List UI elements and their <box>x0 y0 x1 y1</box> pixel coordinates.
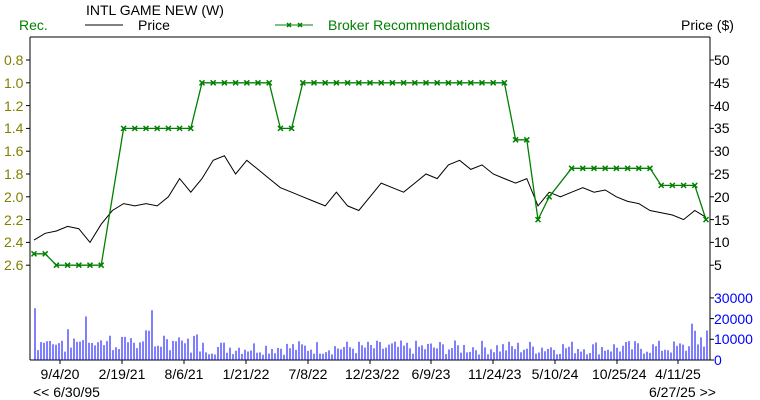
price-tick-label: 20 <box>714 188 730 205</box>
rec-tick-label: 1.8 <box>4 166 24 182</box>
chart-title: INTL GAME NEW (W) <box>86 2 224 18</box>
volume-tick-label: 0 <box>714 352 722 368</box>
rec-tick-label: 2.2 <box>4 211 24 228</box>
x-tick-label: 6/9/23 <box>411 366 451 382</box>
price-tick-label: 5 <box>714 257 722 274</box>
x-tick-label: 4/11/25 <box>655 366 701 382</box>
volume-tick-label: 30000 <box>714 289 753 306</box>
next-period-link[interactable]: 6/27/25 >> <box>649 384 716 400</box>
price-tick-label: 50 <box>714 52 730 68</box>
x-tick-label: 9/4/20 <box>40 366 80 382</box>
legend-rec-x-icon <box>286 22 303 28</box>
x-tick-label: 10/25/24 <box>592 366 647 382</box>
price-tick-label: 15 <box>714 211 730 228</box>
prev-period-link[interactable]: << 6/30/95 <box>33 384 100 400</box>
volume-tick-label: 20000 <box>714 310 753 327</box>
x-tick-label: 7/8/22 <box>288 366 328 382</box>
price-tick-label: 10 <box>714 234 730 251</box>
rec-axis-label: Rec. <box>19 17 48 33</box>
broker-recommendations-line <box>34 82 707 266</box>
legend-rec-label: Broker Recommendations <box>328 17 490 33</box>
price-tick-label: 35 <box>714 120 730 137</box>
x-tick-label: 5/10/24 <box>531 366 579 382</box>
rec-tick-label: 1.2 <box>4 97 24 114</box>
price-line <box>33 155 707 244</box>
x-tick-label: 2/19/21 <box>98 366 146 382</box>
price-tick-label: 25 <box>714 166 730 182</box>
price-tick-label: 40 <box>714 97 730 114</box>
broker-recommendation-markers <box>30 79 710 269</box>
x-tick-label: 11/24/23 <box>468 366 522 382</box>
price-tick-label: 45 <box>714 74 730 91</box>
price-tick-label: 30 <box>714 143 730 160</box>
rec-tick-label: 0.8 <box>4 52 24 68</box>
rec-tick-label: 2.6 <box>4 257 24 274</box>
rec-tick-label: 1.0 <box>4 74 24 91</box>
volume-bars <box>34 308 708 360</box>
x-tick-label: 1/21/22 <box>222 366 270 382</box>
x-tick-label: 12/23/22 <box>345 366 400 382</box>
rec-tick-label: 1.6 <box>4 143 24 160</box>
x-tick-label: 8/6/21 <box>164 366 204 382</box>
axis-ticks <box>26 59 714 364</box>
rec-tick-label: 1.4 <box>4 120 24 137</box>
volume-tick-label: 10000 <box>714 331 753 348</box>
rec-tick-label: 2.0 <box>4 188 24 205</box>
legend-price-label: Price <box>138 17 170 33</box>
price-axis-label: Price ($) <box>681 17 734 33</box>
rec-tick-label: 2.4 <box>4 234 24 251</box>
